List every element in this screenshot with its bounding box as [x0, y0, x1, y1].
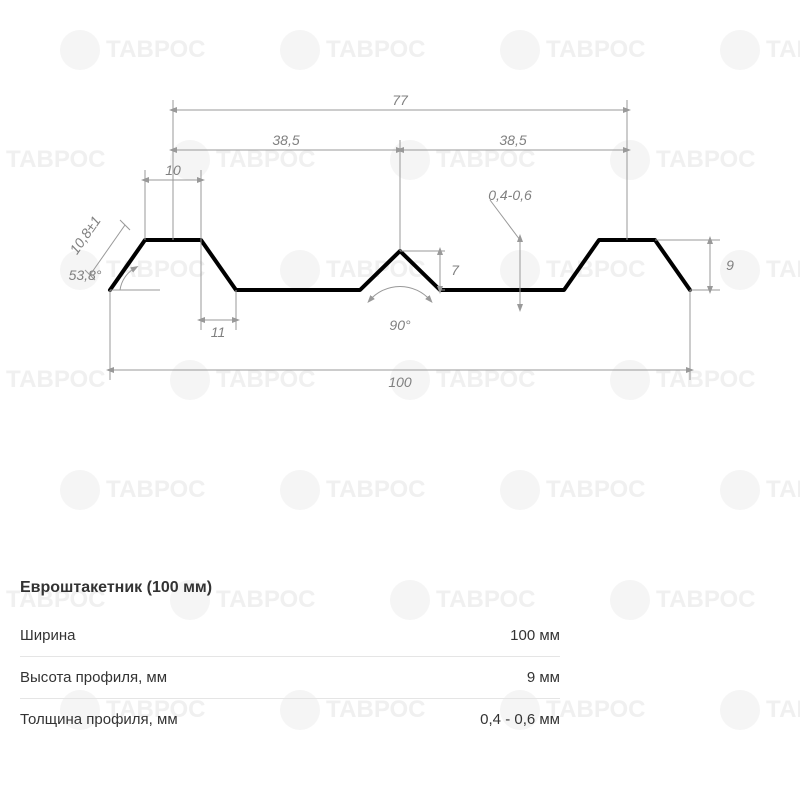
spec-value: 100 мм — [510, 627, 560, 644]
spec-table: Евроштакетник (100 мм) Ширина 100 мм Выс… — [20, 579, 560, 740]
profile-diagram: 77 38,5 38,5 10 11 100 9 7 0,4-0,6 90° 1… — [50, 70, 750, 430]
spec-value: 9 мм — [527, 669, 560, 686]
dim-9: 9 — [726, 257, 734, 273]
dim-385-l: 38,5 — [272, 132, 299, 148]
watermark: ТАВРОС — [500, 30, 646, 70]
dim-angle: 53,8° — [69, 267, 102, 283]
watermark: ТАВРОС — [720, 30, 800, 70]
dim-77: 77 — [392, 92, 408, 108]
dim-11: 11 — [211, 324, 226, 340]
dim-7: 7 — [451, 262, 459, 278]
dim-90: 90° — [389, 317, 410, 333]
dim-10: 10 — [165, 162, 181, 178]
spec-row: Высота профиля, мм 9 мм — [20, 657, 560, 699]
watermark: ТАВРОС — [720, 690, 800, 730]
watermark: ТАВРОС — [500, 470, 646, 510]
spec-row: Ширина 100 мм — [20, 615, 560, 657]
spec-title: Евроштакетник (100 мм) — [20, 579, 560, 597]
watermark: ТАВРОС — [60, 30, 206, 70]
spec-label: Высота профиля, мм — [20, 669, 167, 686]
spec-value: 0,4 - 0,6 мм — [480, 711, 560, 728]
dim-385-r: 38,5 — [499, 132, 526, 148]
watermark: ТАВРОС — [60, 470, 206, 510]
watermark: ТАВРОС — [280, 470, 426, 510]
watermark: ТАВРОС — [280, 30, 426, 70]
spec-label: Толщина профиля, мм — [20, 711, 178, 728]
spec-label: Ширина — [20, 627, 75, 644]
watermark: ТАВРОС — [720, 470, 800, 510]
spec-row: Толщина профиля, мм 0,4 - 0,6 мм — [20, 699, 560, 740]
watermark: ТАВРОС — [610, 580, 756, 620]
dim-100: 100 — [388, 374, 411, 390]
dim-thickness: 0,4-0,6 — [488, 187, 532, 203]
